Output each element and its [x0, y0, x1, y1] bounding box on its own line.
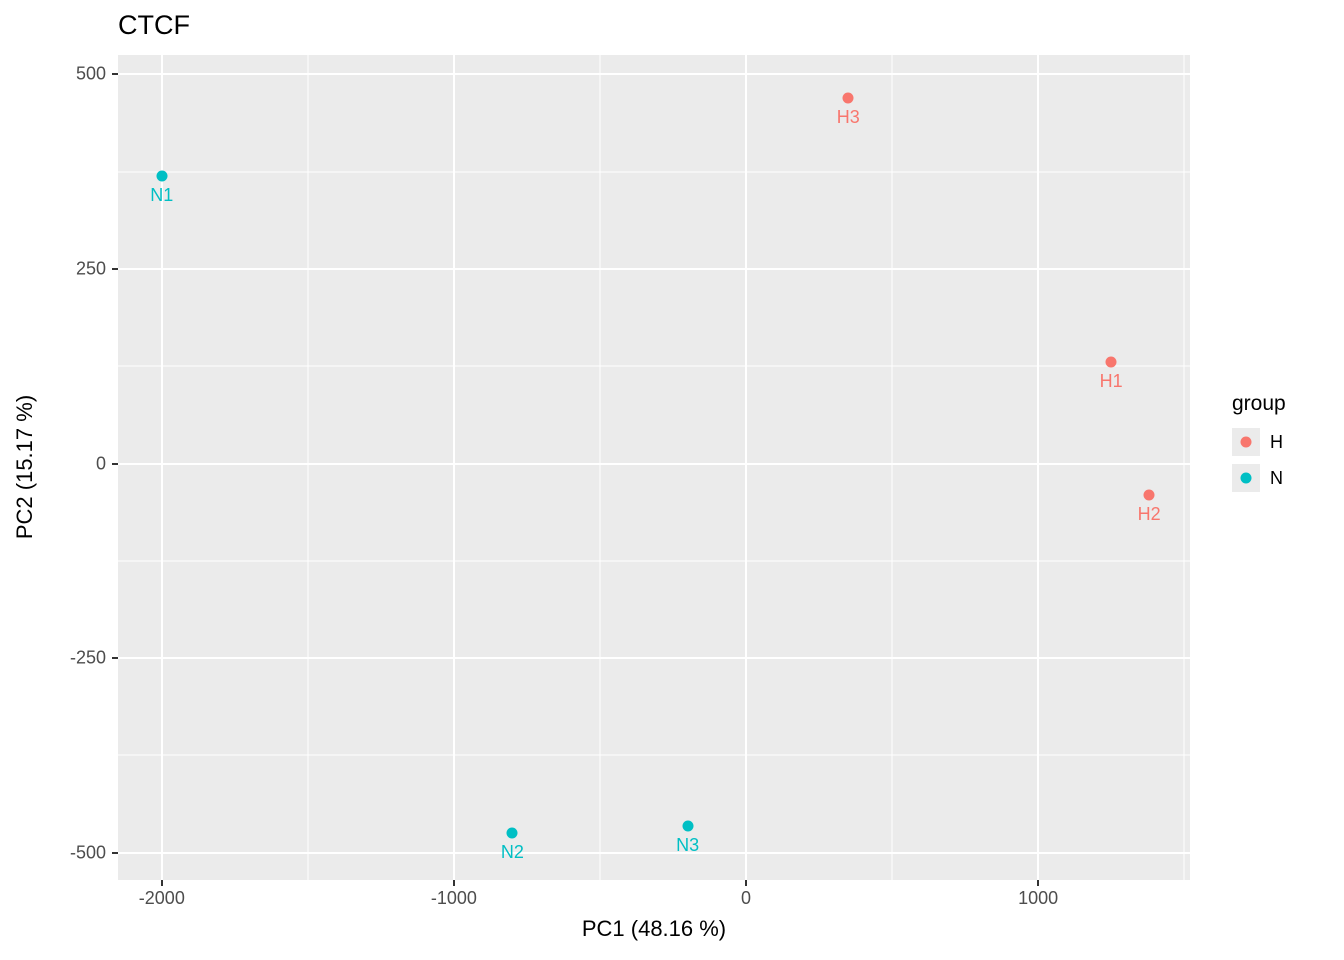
x-tick-mark — [745, 880, 747, 886]
legend-key-n — [1232, 464, 1260, 492]
x-axis-title: PC1 (48.16 %) — [581, 916, 727, 941]
y-tick-label: 250 — [75, 258, 106, 279]
y-tick-label: 0 — [95, 453, 106, 474]
point-label-h2: H2 — [1137, 503, 1161, 524]
x-tick-mark — [1037, 880, 1040, 886]
y-tick-mark — [112, 268, 118, 271]
y-major-gridline — [118, 851, 1190, 854]
x-major-gridline — [745, 55, 747, 880]
y-minor-gridline — [118, 365, 1190, 367]
y-axis-ticks — [112, 55, 118, 880]
y-tick-mark — [112, 851, 118, 854]
legend-label-h: H — [1270, 431, 1283, 452]
y-tick-label: -250 — [69, 647, 106, 668]
x-axis-ticks — [118, 880, 1190, 886]
point-label-h1: H1 — [1099, 371, 1123, 392]
y-tick-label: 500 — [75, 63, 106, 84]
y-major-gridline — [118, 657, 1190, 660]
y-tick-mark — [112, 462, 118, 465]
x-axis-tick-labels: -2000 -1000 0 1000 — [118, 888, 1190, 910]
x-major-gridline — [452, 55, 455, 880]
x-tick-mark — [160, 880, 163, 886]
y-minor-gridline — [118, 560, 1190, 562]
y-minor-gridline — [118, 754, 1190, 756]
x-minor-gridline — [599, 55, 601, 880]
y-axis-title: PC2 (15.17 %) — [12, 394, 37, 540]
plot-panel: H1 H2 H3 N1 N2 N3 — [118, 55, 1190, 880]
x-tick-label: 0 — [740, 888, 752, 908]
point-label-n2: N2 — [500, 842, 524, 863]
y-tick-mark — [112, 73, 118, 76]
legend-item-n: N — [1232, 464, 1286, 492]
data-point-n1 — [156, 170, 168, 182]
plot-title: CTCF — [118, 10, 190, 40]
x-major-gridline — [1037, 55, 1040, 880]
data-point-n2 — [506, 827, 518, 839]
data-point-h1 — [1105, 356, 1117, 368]
data-point-n3 — [682, 820, 694, 832]
y-major-gridline — [118, 462, 1190, 465]
x-tick-label: -1000 — [430, 888, 477, 908]
legend-dot-h — [1240, 436, 1252, 448]
data-point-h2 — [1143, 489, 1155, 501]
y-axis-tick-labels: -500 -250 0 250 500 — [0, 55, 106, 880]
x-minor-gridline — [1183, 55, 1185, 880]
point-label-n3: N3 — [676, 834, 700, 855]
x-minor-gridline — [307, 55, 309, 880]
x-tick-mark — [452, 880, 455, 886]
x-major-gridline — [160, 55, 163, 880]
x-minor-gridline — [891, 55, 893, 880]
x-tick-label: -2000 — [138, 888, 185, 908]
data-point-h3 — [842, 92, 854, 104]
y-minor-gridline — [118, 171, 1190, 173]
legend-title: group — [1232, 392, 1286, 415]
legend-dot-n — [1240, 472, 1252, 484]
y-tick-label: -500 — [69, 842, 106, 863]
y-tick-mark — [112, 657, 118, 660]
y-major-gridline — [118, 73, 1190, 76]
x-tick-label: 1000 — [1018, 888, 1059, 908]
legend-key-h — [1232, 428, 1260, 456]
point-label-h3: H3 — [836, 106, 860, 127]
y-major-gridline — [118, 268, 1190, 271]
legend-item-h: H — [1232, 428, 1286, 456]
legend-label-n: N — [1270, 467, 1283, 488]
point-label-n1: N1 — [150, 184, 174, 205]
